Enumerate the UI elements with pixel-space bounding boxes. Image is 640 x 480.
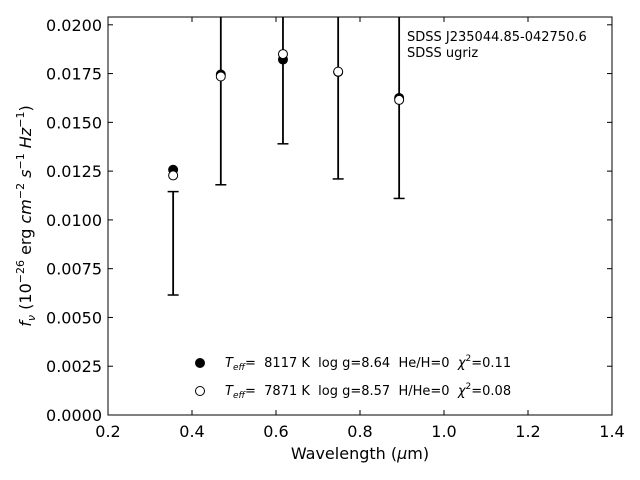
observed-error-bars [167, 17, 405, 296]
y-tick-label: 0.0175 [46, 65, 102, 84]
annotation-filters: SDSS ugriz [407, 46, 478, 61]
y-tick-label: 0.0075 [46, 260, 102, 279]
y-axis-label: fν (10−26 erg cm−2 s−1 Hz−1) [14, 105, 38, 326]
y-tick-label: 0.0100 [46, 211, 102, 230]
legend: Teff= 8117 K log g=8.64 He/H=0 χ2=0.11 T… [195, 354, 511, 401]
point-open [394, 94, 405, 105]
x-axis-label: Wavelength (μm) [291, 444, 429, 463]
x-tick-label: 1.2 [515, 422, 540, 441]
y-tick-label: 0.0000 [46, 406, 102, 425]
y-tick-labels: 0.0000 0.0025 0.0050 0.0075 0.0100 0.0125 0.01… [46, 16, 102, 425]
x-tick-label: 1.0 [431, 422, 456, 441]
model-points [168, 49, 405, 181]
legend-marker-filled [195, 358, 205, 368]
y-tick-label: 0.0200 [46, 16, 102, 35]
x-tick-label: 0.6 [263, 422, 288, 441]
y-tick-label: 0.0050 [46, 308, 102, 327]
plot-frame [107, 16, 613, 416]
x-tick-label: 0.8 [347, 422, 372, 441]
point-open [277, 49, 288, 60]
x-tick-label: 0.2 [95, 422, 120, 441]
point-open [215, 71, 226, 82]
legend-entry-filled: Teff= 8117 K log g=8.64 He/H=0 χ2=0.11 [225, 354, 511, 373]
legend-entry-open: Teff= 7871 K log g=8.57 H/He=0 χ2=0.08 [225, 382, 511, 401]
x-tick-label: 1.4 [599, 422, 624, 441]
y-tick-label: 0.0150 [46, 113, 102, 132]
x-tick-label: 0.4 [179, 422, 204, 441]
plot-background [108, 17, 612, 415]
legend-marker-open [195, 386, 205, 396]
annotation-object-name: SDSS J235044.85-042750.6 [407, 30, 587, 45]
y-tick-label: 0.0125 [46, 162, 102, 181]
x-tick-labels: 0.2 0.4 0.6 0.8 1.0 1.2 1.4 [95, 422, 624, 441]
point-open [168, 170, 179, 181]
point-open [333, 66, 344, 77]
y-tick-label: 0.0025 [46, 357, 102, 376]
